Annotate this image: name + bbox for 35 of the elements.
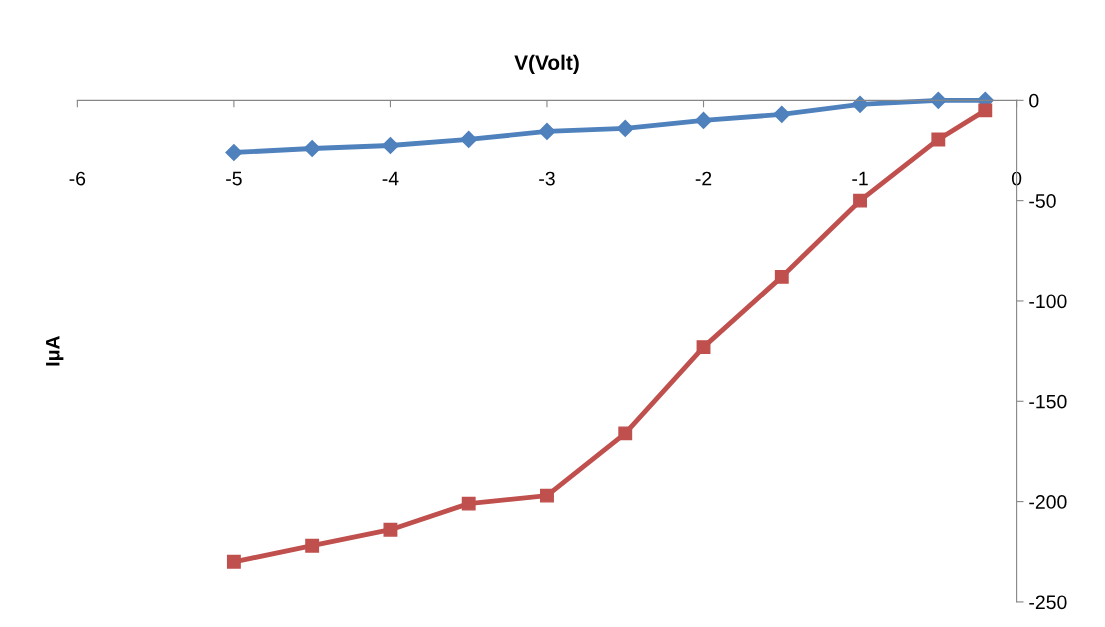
- point: [305, 538, 320, 553]
- y-tick-label: -100: [1029, 294, 1067, 309]
- point: [383, 522, 398, 537]
- point: [225, 143, 243, 162]
- point: [851, 95, 869, 113]
- point: [303, 139, 321, 158]
- point: [694, 111, 713, 129]
- point: [978, 103, 993, 118]
- y-tick-label: -150: [1029, 394, 1067, 409]
- point: [931, 132, 946, 147]
- x-tick-label: 0: [1011, 171, 1022, 186]
- x-tick-label: -6: [69, 171, 86, 186]
- x-axis-title: V(Volt): [514, 54, 579, 75]
- y-tick-label: -250: [1029, 595, 1067, 610]
- x-tick-label: -4: [382, 171, 399, 186]
- point: [538, 122, 556, 140]
- point: [616, 119, 634, 137]
- x-tick-label: -5: [226, 171, 242, 186]
- point: [461, 496, 476, 511]
- point: [774, 269, 789, 284]
- point: [381, 136, 399, 155]
- point: [618, 426, 633, 441]
- point: [773, 105, 791, 123]
- point: [696, 340, 711, 355]
- point: [460, 130, 478, 148]
- point: [853, 193, 868, 208]
- x-tick-label: -3: [539, 171, 555, 186]
- y-tick-label: -200: [1029, 495, 1067, 509]
- x-tick-label: -1: [852, 171, 868, 186]
- point: [540, 488, 554, 503]
- point: [226, 554, 241, 569]
- y-tick-label: -50: [1029, 194, 1056, 208]
- x-tick-label: -2: [695, 171, 712, 186]
- y-tick-label: 0: [1029, 93, 1039, 108]
- y-axis-title: IμA: [46, 335, 64, 366]
